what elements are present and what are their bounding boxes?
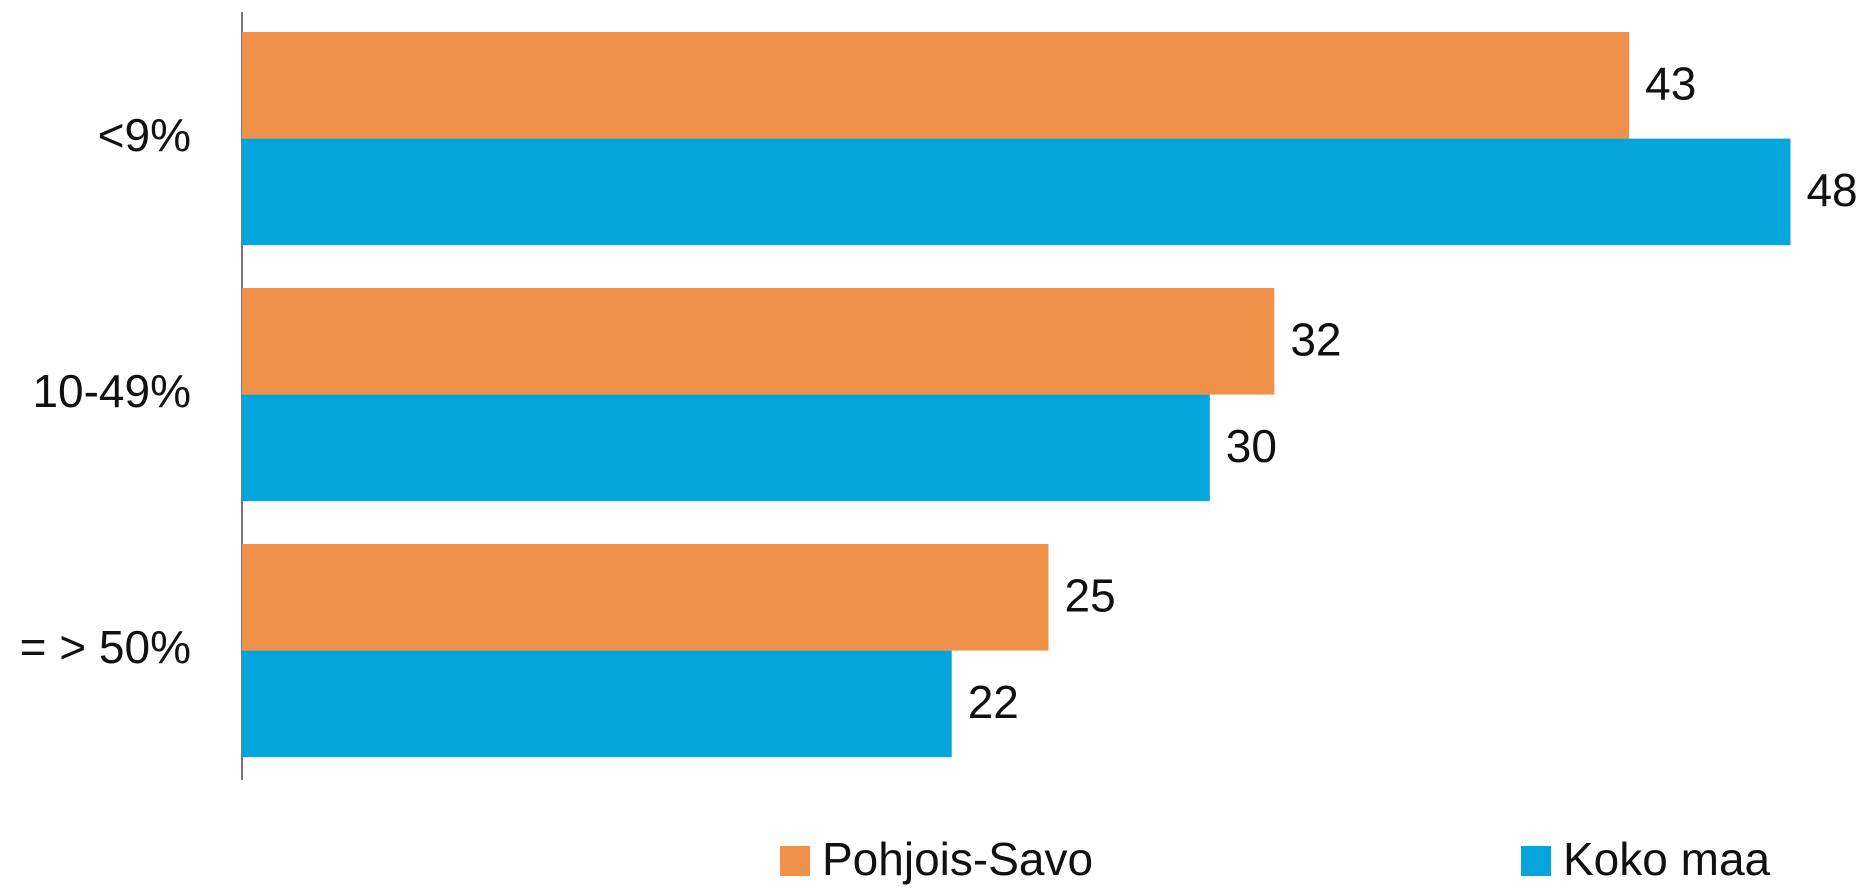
legend-swatch xyxy=(1521,846,1551,876)
legend-label: Koko maa xyxy=(1563,833,1771,885)
value-label: 30 xyxy=(1226,420,1277,472)
y-tick-label: = > 50% xyxy=(20,621,191,673)
bar xyxy=(242,650,952,758)
bar xyxy=(242,544,1049,651)
bar xyxy=(242,288,1275,395)
value-label: 22 xyxy=(968,676,1019,728)
y-tick-label: <9% xyxy=(98,109,191,161)
bar xyxy=(242,138,1791,246)
bar xyxy=(242,32,1630,139)
bar xyxy=(242,394,1210,502)
legend-label: Pohjois-Savo xyxy=(822,833,1093,885)
value-label: 25 xyxy=(1065,569,1116,621)
value-label: 48 xyxy=(1806,164,1857,216)
legend-swatch xyxy=(780,846,810,876)
value-label: 43 xyxy=(1645,57,1696,109)
y-tick-label: 10-49% xyxy=(32,365,191,417)
value-label: 32 xyxy=(1290,313,1341,365)
